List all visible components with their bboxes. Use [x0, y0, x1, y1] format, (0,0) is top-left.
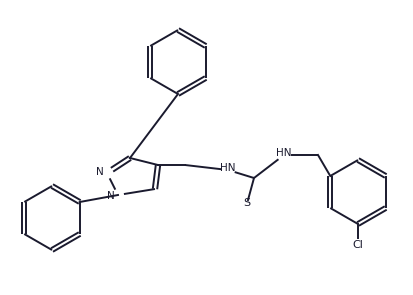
- Text: N: N: [107, 191, 115, 201]
- Text: Cl: Cl: [353, 240, 363, 250]
- Text: S: S: [243, 198, 251, 208]
- Text: HN: HN: [276, 148, 292, 158]
- Text: N: N: [96, 167, 104, 177]
- Text: HN: HN: [220, 163, 236, 173]
